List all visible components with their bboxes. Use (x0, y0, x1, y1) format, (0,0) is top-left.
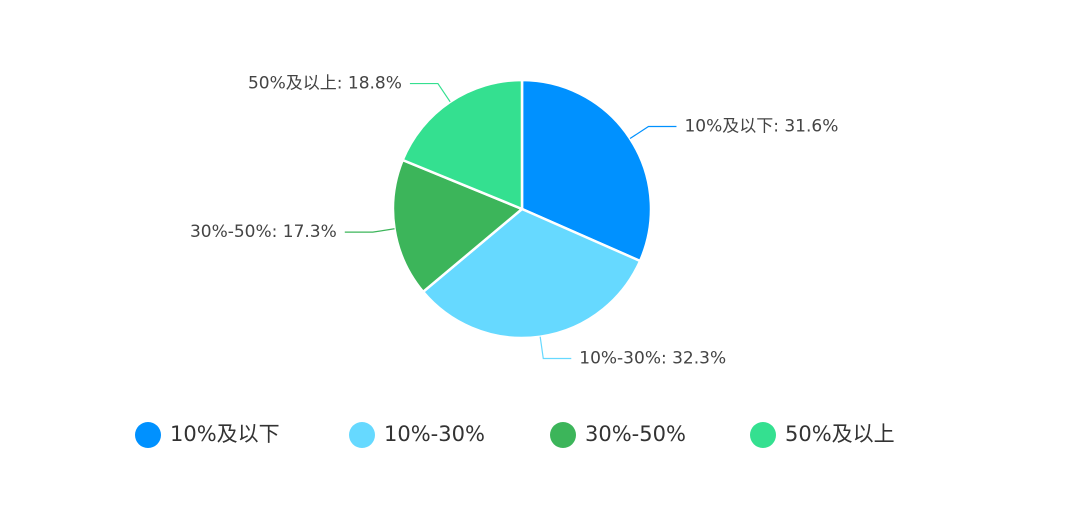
legend-marker (349, 422, 375, 448)
leader-line (629, 125, 677, 140)
leader-line (539, 336, 572, 360)
data-label: 30%-50%: 17.3% (190, 222, 337, 242)
legend-label: 30%-50% (585, 422, 686, 446)
pie-slice (401, 78, 524, 211)
pie-slice (391, 158, 525, 294)
leader-line (344, 228, 395, 233)
legend-label: 10%-30% (384, 422, 485, 446)
legend-marker (135, 422, 161, 448)
legend-label: 10%及以下 (170, 422, 280, 446)
legend-label: 50%及以上 (785, 422, 895, 446)
data-label: 10%-30%: 32.3% (579, 348, 726, 368)
pie-slice (520, 78, 653, 263)
data-label: 50%及以上: 18.8% (248, 74, 402, 94)
legend-marker (750, 422, 776, 448)
data-label: 10%及以下: 31.6% (684, 116, 838, 136)
leader-line (409, 82, 451, 103)
legend-marker (550, 422, 576, 448)
